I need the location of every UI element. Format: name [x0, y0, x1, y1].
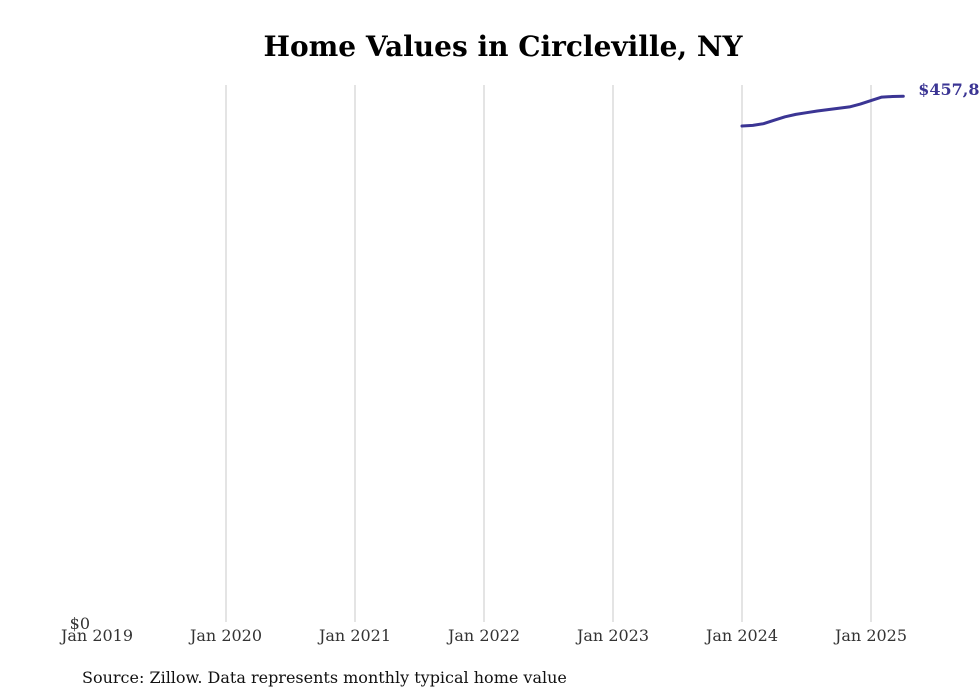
x-tick-label: Jan 2023	[575, 626, 649, 645]
x-tick-label: Jan 2020	[188, 626, 262, 645]
y-tick-label: $0	[70, 614, 90, 633]
series-line	[740, 94, 905, 128]
source-note: Source: Zillow. Data represents monthly …	[82, 668, 567, 687]
x-axis-ticks: Jan 2019 Jan 2020 Jan 2021 Jan 2022 Jan 2023…	[59, 626, 907, 645]
y-axis-ticks: $0	[70, 614, 90, 633]
series-layer: $457,8	[740, 80, 979, 128]
chart-title: Home Values in Circleville, NY	[263, 30, 743, 63]
x-tick-label: Jan 2022	[446, 626, 520, 645]
x-tick-label: Jan 2021	[317, 626, 391, 645]
gridlines	[225, 85, 872, 622]
x-tick-label: Jan 2019	[59, 626, 133, 645]
x-tick-label: Jan 2025	[833, 626, 907, 645]
series-end-label: $457,8	[918, 80, 979, 99]
x-tick-label: Jan 2024	[704, 626, 778, 645]
